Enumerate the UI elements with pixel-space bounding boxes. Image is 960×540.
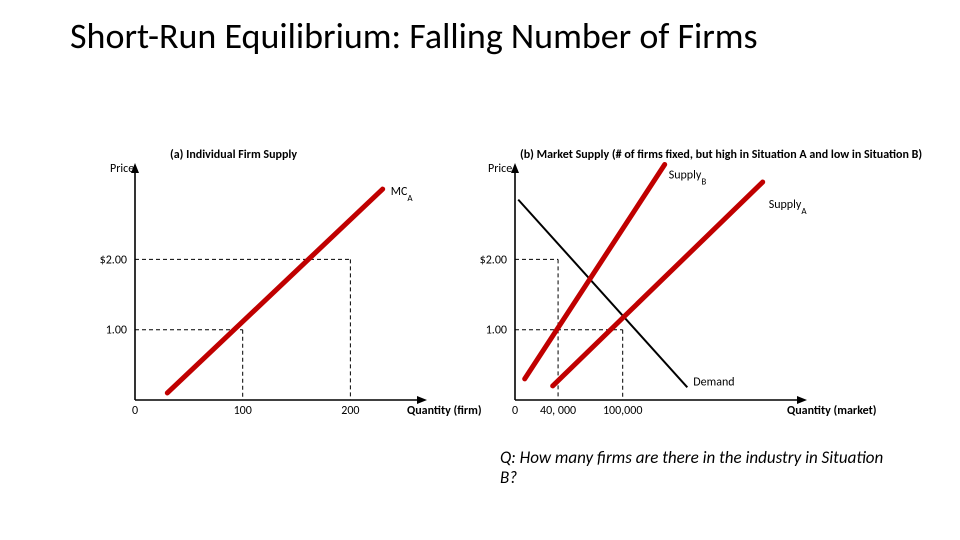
- svg-text:1.00: 1.00: [106, 324, 127, 338]
- svg-text:0: 0: [132, 404, 138, 418]
- svg-text:1.00: 1.00: [486, 324, 507, 338]
- svg-text:MCA: MCA: [391, 185, 414, 204]
- svg-text:$2.00: $2.00: [480, 253, 507, 267]
- svg-text:SupplyA: SupplyA: [769, 198, 808, 217]
- svg-text:0: 0: [512, 404, 518, 418]
- svg-text:Quantity (market): Quantity (market): [787, 404, 876, 418]
- svg-text:$2.00: $2.00: [100, 253, 127, 267]
- svg-text:100,000: 100,000: [603, 404, 643, 418]
- svg-text:SupplyB: SupplyB: [669, 168, 707, 187]
- svg-text:Demand: Demand: [693, 375, 734, 389]
- question-text: Q: How many firms are there in the indus…: [500, 448, 900, 489]
- svg-text:200: 200: [341, 404, 359, 418]
- svg-text:Quantity (firm): Quantity (firm): [407, 404, 482, 418]
- svg-text:40, 000: 40, 000: [540, 404, 576, 418]
- svg-text:100: 100: [234, 404, 252, 418]
